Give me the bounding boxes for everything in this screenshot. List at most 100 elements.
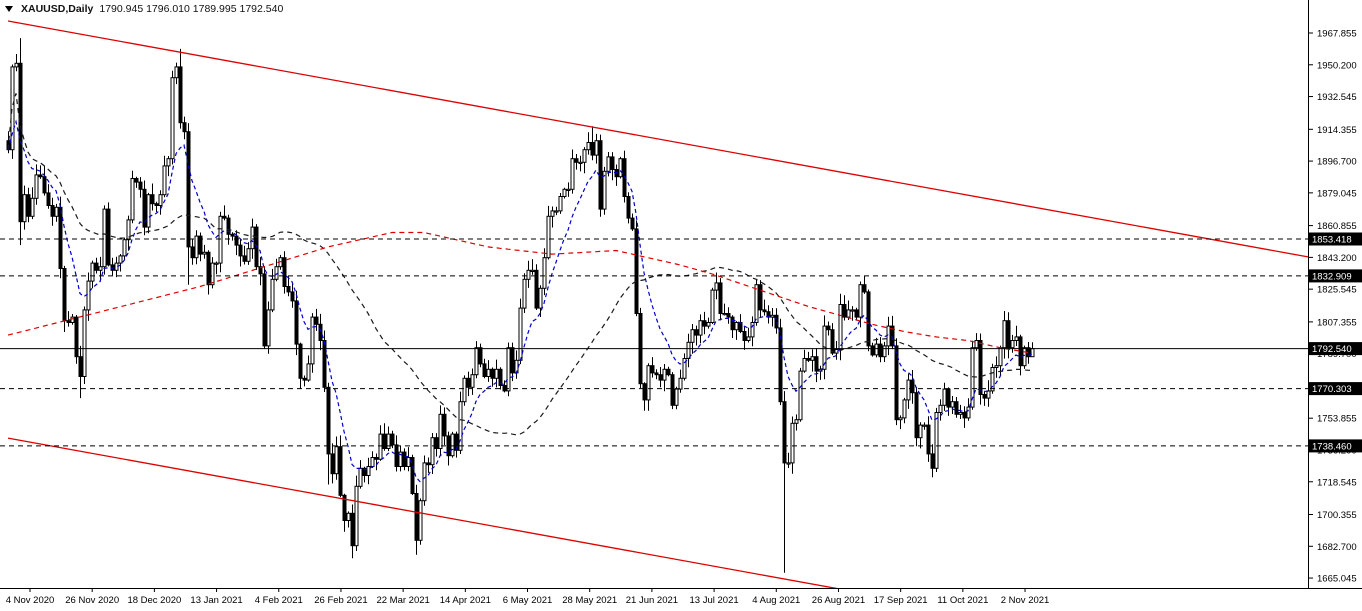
bear-candle-body xyxy=(890,325,895,347)
candle xyxy=(978,333,983,405)
candle xyxy=(450,431,455,458)
bear-candle-body xyxy=(402,451,407,468)
bear-candle-body xyxy=(598,140,603,210)
bull-candle-body xyxy=(378,433,383,460)
bull-candle-body xyxy=(450,433,455,457)
candle xyxy=(790,416,795,474)
bear-candle-body xyxy=(914,392,919,439)
bull-candle-body xyxy=(334,446,339,475)
candle xyxy=(722,303,727,316)
candle xyxy=(758,280,763,317)
symbol-dropdown-icon[interactable] xyxy=(5,6,13,12)
bear-candle-body xyxy=(42,176,47,194)
bull-candle-body xyxy=(998,347,1003,367)
bull-candle-body xyxy=(210,262,215,286)
bull-candle-body xyxy=(398,451,403,468)
bull-candle-body xyxy=(346,512,351,521)
bear-candle-body xyxy=(442,413,447,437)
candle xyxy=(390,430,395,449)
bear-candle-body xyxy=(778,327,783,403)
date-tick-label: 26 Nov 2020 xyxy=(65,595,119,606)
candle xyxy=(570,149,575,194)
bear-candle-body xyxy=(894,345,899,421)
candle xyxy=(990,363,995,394)
candle xyxy=(478,343,483,368)
candle xyxy=(198,232,203,262)
bull-candle-body xyxy=(1002,320,1007,349)
bull-candle-body xyxy=(858,284,863,318)
candle xyxy=(46,184,51,209)
upper-channel-trendline[interactable] xyxy=(7,20,1308,258)
candle xyxy=(146,192,151,234)
bull-candle-body xyxy=(594,140,599,156)
price-tick-label: 1950.200 xyxy=(1317,60,1357,71)
candle xyxy=(334,436,339,480)
candle xyxy=(1002,311,1007,359)
candle xyxy=(782,391,787,573)
price-tick-label: 1967.855 xyxy=(1317,29,1357,40)
bear-candle-body xyxy=(510,347,515,374)
candle xyxy=(910,370,915,404)
bull-candle-body xyxy=(558,196,563,212)
bear-candle-body xyxy=(26,194,31,217)
candle xyxy=(742,326,747,350)
bear-candle-body xyxy=(718,282,723,314)
bear-candle-body xyxy=(742,331,747,341)
candle xyxy=(402,448,407,471)
bull-candle-body xyxy=(10,66,15,151)
candle xyxy=(342,493,347,532)
candle xyxy=(518,298,523,365)
candle xyxy=(942,382,947,411)
bull-candle-body xyxy=(130,178,135,221)
candle xyxy=(706,317,711,329)
bear-candle-body xyxy=(730,316,735,331)
time-axis[interactable]: 4 Nov 2020 26 Nov 2020 18 Dec 2020 13 Jan 2… xyxy=(6,588,1050,606)
candle xyxy=(678,369,683,393)
bear-candle-body xyxy=(294,300,299,345)
bear-candle-body xyxy=(382,433,387,450)
bear-candle-body xyxy=(326,386,331,455)
candle xyxy=(658,367,663,388)
candle xyxy=(302,375,307,387)
candle xyxy=(134,176,139,188)
candle xyxy=(610,152,615,181)
candle xyxy=(22,185,27,230)
price-badge-label: 1770.303 xyxy=(1312,384,1352,395)
bear-candle-body xyxy=(414,493,419,541)
candle xyxy=(86,272,91,321)
bull-candle-body xyxy=(422,462,427,502)
bull-candle-body xyxy=(218,215,223,264)
bear-candle-body xyxy=(978,340,983,395)
bear-candle-body xyxy=(258,266,263,275)
plot-area[interactable] xyxy=(0,20,1308,611)
price-axis[interactable]: 1967.855 1950.200 1932.545 1914.355 1896.700… xyxy=(1308,29,1362,585)
candle xyxy=(966,398,971,421)
bear-candle-body xyxy=(630,217,635,230)
candle xyxy=(1014,325,1019,346)
candle xyxy=(546,205,551,260)
candle xyxy=(182,116,187,140)
bear-candle-body xyxy=(298,343,303,379)
candle xyxy=(394,435,399,472)
bear-candle-body xyxy=(782,401,787,464)
candle xyxy=(170,70,175,165)
bull-candle-body xyxy=(682,358,687,379)
candle xyxy=(650,357,655,378)
price-badge-label: 1832.909 xyxy=(1312,271,1352,282)
bear-candle-body xyxy=(138,181,143,190)
bear-candle-body xyxy=(842,304,847,318)
candle xyxy=(454,431,459,458)
date-tick-label: 2 Nov 2021 xyxy=(1001,595,1050,606)
bear-candle-body xyxy=(390,433,395,446)
price-badge-bg xyxy=(1309,232,1362,246)
candle xyxy=(470,368,475,395)
candle xyxy=(870,342,875,357)
date-tick-label: 11 Oct 2021 xyxy=(937,595,988,606)
price-badge-bg xyxy=(1309,439,1362,453)
price-badge-bg xyxy=(1309,269,1362,283)
bear-candle-body xyxy=(870,345,875,356)
candle xyxy=(506,342,511,397)
lower-channel-trendline[interactable] xyxy=(7,437,1308,611)
bear-candle-body xyxy=(434,437,439,450)
